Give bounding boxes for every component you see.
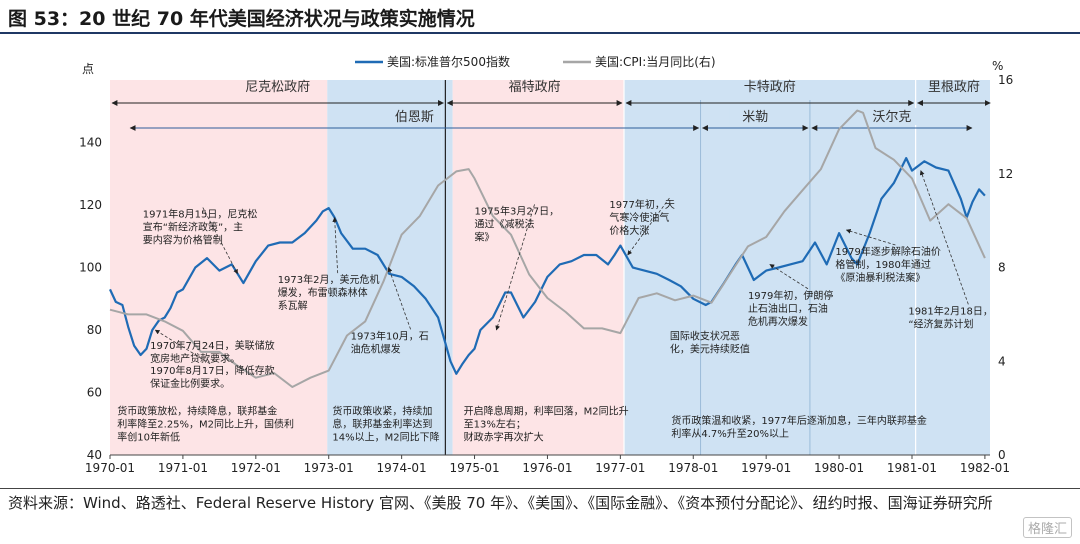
annotation-6-line-1: 气寒冷使油气 bbox=[609, 211, 669, 224]
annotation-5-line-2: 案》 bbox=[475, 230, 495, 243]
source-note: 资料来源：Wind、路透社、Federal Reserve History 官网… bbox=[8, 494, 993, 512]
annotation-8-line-1: 止石油出口，石油 bbox=[748, 302, 828, 315]
policy-note-0-line-1: 利率降至2.25%，M2同比上升，国债利 bbox=[117, 417, 294, 430]
annotation-2-line-1: 油危机爆发 bbox=[351, 342, 401, 355]
y-right-tick-3: 12 bbox=[998, 167, 1013, 181]
admin-label-2: 卡特政府 bbox=[744, 80, 796, 95]
x-tick-0: 1970-01 bbox=[85, 461, 135, 475]
annotation-3-line-0: 1970年7月24日，美联储放 bbox=[150, 339, 275, 352]
chair-label-1: 米勒 bbox=[742, 110, 768, 125]
chair-label-2: 沃尔克 bbox=[872, 110, 911, 125]
legend-label-1: 美国:CPI:当月同比(右) bbox=[595, 54, 716, 69]
x-tick-12: 1982-01 bbox=[960, 461, 1010, 475]
annotation-arrow-8 bbox=[769, 264, 809, 290]
policy-note-1-line-2: 14%以上，M2同比下降 bbox=[332, 430, 439, 443]
x-tick-10: 1980-01 bbox=[814, 461, 864, 475]
annotation-6-line-0: 1977年初，天 bbox=[609, 198, 674, 211]
annotation-10-line-1: “经济复苏计划 bbox=[908, 317, 973, 330]
x-tick-9: 1979-01 bbox=[741, 461, 791, 475]
annotation-1-line-1: 爆发，布雷顿森林体 bbox=[278, 286, 368, 299]
y-left-label: 点 bbox=[82, 62, 94, 76]
annotation-4-line-1: 保证金比例要求。 bbox=[150, 377, 230, 390]
x-tick-11: 1981-01 bbox=[887, 461, 937, 475]
x-tick-6: 1976-01 bbox=[522, 461, 572, 475]
admin-label-1: 福特政府 bbox=[509, 80, 561, 95]
annotation-9-line-0: 1979年逐步解除石油价 bbox=[835, 245, 940, 258]
y-right-tick-4: 16 bbox=[998, 73, 1013, 87]
annotation-0-line-2: 要内容为价格管制 bbox=[143, 234, 223, 247]
annotation-6-line-2: 价格大涨 bbox=[609, 224, 649, 237]
policy-note-3-line-1: 利率从4.7%升至20%以上 bbox=[671, 427, 789, 440]
x-tick-7: 1977-01 bbox=[595, 461, 645, 475]
annotation-0-line-1: 宣布“新经济政策”，主 bbox=[143, 221, 243, 234]
legend-label-0: 美国:标准普尔500指数 bbox=[387, 54, 510, 69]
source-rule bbox=[0, 488, 1080, 489]
y-left-tick-2: 80 bbox=[87, 323, 102, 337]
x-tick-2: 1972-01 bbox=[231, 461, 281, 475]
annotation-0-line-0: 1971年8月15日，尼克松 bbox=[143, 208, 258, 221]
annotation-arrow-5 bbox=[495, 204, 535, 331]
annotation-8-line-0: 1979年初，伊朗停 bbox=[748, 289, 833, 302]
x-tick-4: 1974-01 bbox=[377, 461, 427, 475]
watermark-logo: 格隆汇 bbox=[1022, 517, 1072, 538]
policy-note-1-line-0: 货币政策收紧，持续加 bbox=[332, 404, 432, 417]
annotation-arrow-9 bbox=[845, 228, 896, 246]
policy-note-0-line-0: 货币政策放松，持续降息，联邦基金 bbox=[117, 404, 277, 417]
shade-band-0 bbox=[110, 80, 328, 455]
policy-note-1-line-1: 息，联邦基金利率达到 bbox=[332, 417, 432, 430]
y-left-tick-5: 140 bbox=[79, 136, 102, 150]
annotation-arrow-1 bbox=[332, 217, 339, 274]
admin-label-3: 里根政府 bbox=[928, 80, 980, 95]
x-tick-5: 1975-01 bbox=[449, 461, 499, 475]
annotation-arrow-2 bbox=[387, 267, 411, 330]
title-rule bbox=[0, 32, 1080, 34]
y-right-label: % bbox=[992, 59, 1003, 73]
series-line-1 bbox=[109, 109, 986, 388]
y-right-tick-0: 0 bbox=[998, 448, 1006, 462]
policy-note-2-line-0: 开启降息周期，利率回落，M2同比升 bbox=[464, 404, 629, 417]
annotation-2-line-0: 1973年10月，石 bbox=[351, 329, 429, 342]
annotation-5-line-0: 1975年3月27日， bbox=[475, 204, 560, 217]
shade-band-3 bbox=[452, 80, 625, 455]
annotation-arrow-6 bbox=[627, 197, 670, 256]
annotation-10-line-0: 1981年2月18日， bbox=[908, 304, 993, 317]
policy-note-2-line-2: 财政赤字再次扩大 bbox=[464, 430, 544, 443]
chair-label-bg-1 bbox=[729, 108, 782, 125]
series-line-0 bbox=[109, 156, 986, 375]
chair-label-0: 伯恩斯 bbox=[395, 110, 434, 125]
y-right-tick-1: 4 bbox=[998, 354, 1006, 368]
figure-title: 图 53：20 世纪 70 年代美国经济状况与政策实施情况 bbox=[8, 8, 475, 30]
y-left-tick-3: 100 bbox=[79, 261, 102, 275]
admin-label-0: 尼克松政府 bbox=[245, 80, 310, 95]
policy-note-2-line-1: 至13%左右； bbox=[464, 417, 526, 430]
x-tick-3: 1973-01 bbox=[304, 461, 354, 475]
annotation-arrow-0 bbox=[202, 207, 238, 275]
chair-label-bg-0 bbox=[388, 108, 441, 125]
y-left-tick-4: 120 bbox=[79, 198, 102, 212]
x-tick-8: 1978-01 bbox=[668, 461, 718, 475]
annotation-5-line-1: 通过《减税法 bbox=[475, 217, 535, 230]
annotation-1-line-2: 系瓦解 bbox=[278, 299, 308, 312]
y-right-tick-2: 8 bbox=[998, 261, 1006, 275]
annotation-1-line-0: 1973年2月，美元危机 bbox=[278, 273, 380, 286]
annotation-arrow-10 bbox=[919, 170, 969, 305]
annotation-arrow-4 bbox=[154, 329, 211, 365]
annotation-7-line-0: 国际收支状况恶 bbox=[670, 329, 740, 342]
policy-note-0-line-2: 率创10年新低 bbox=[117, 430, 180, 443]
chair-label-bg-2 bbox=[865, 108, 918, 125]
x-tick-1: 1971-01 bbox=[158, 461, 208, 475]
annotation-9-line-1: 格管制，1980年通过 bbox=[835, 258, 930, 271]
shade-band-4 bbox=[624, 80, 990, 455]
annotation-4-line-0: 1970年8月17日，降低存款 bbox=[150, 364, 275, 377]
annotation-7-line-1: 化，美元持续贬值 bbox=[670, 342, 750, 355]
annotation-8-line-2: 危机再次爆发 bbox=[748, 315, 808, 328]
annotation-9-line-2: 《原油暴利税法案》 bbox=[835, 271, 925, 284]
y-left-tick-1: 60 bbox=[87, 386, 102, 400]
policy-note-3-line-0: 货币政策温和收紧，1977年后逐渐加息，三年内联邦基金 bbox=[671, 414, 926, 427]
y-left-tick-0: 40 bbox=[87, 448, 102, 462]
shade-band-2 bbox=[441, 80, 453, 455]
annotation-3-line-1: 宽房地产贷款要求。 bbox=[150, 352, 240, 365]
